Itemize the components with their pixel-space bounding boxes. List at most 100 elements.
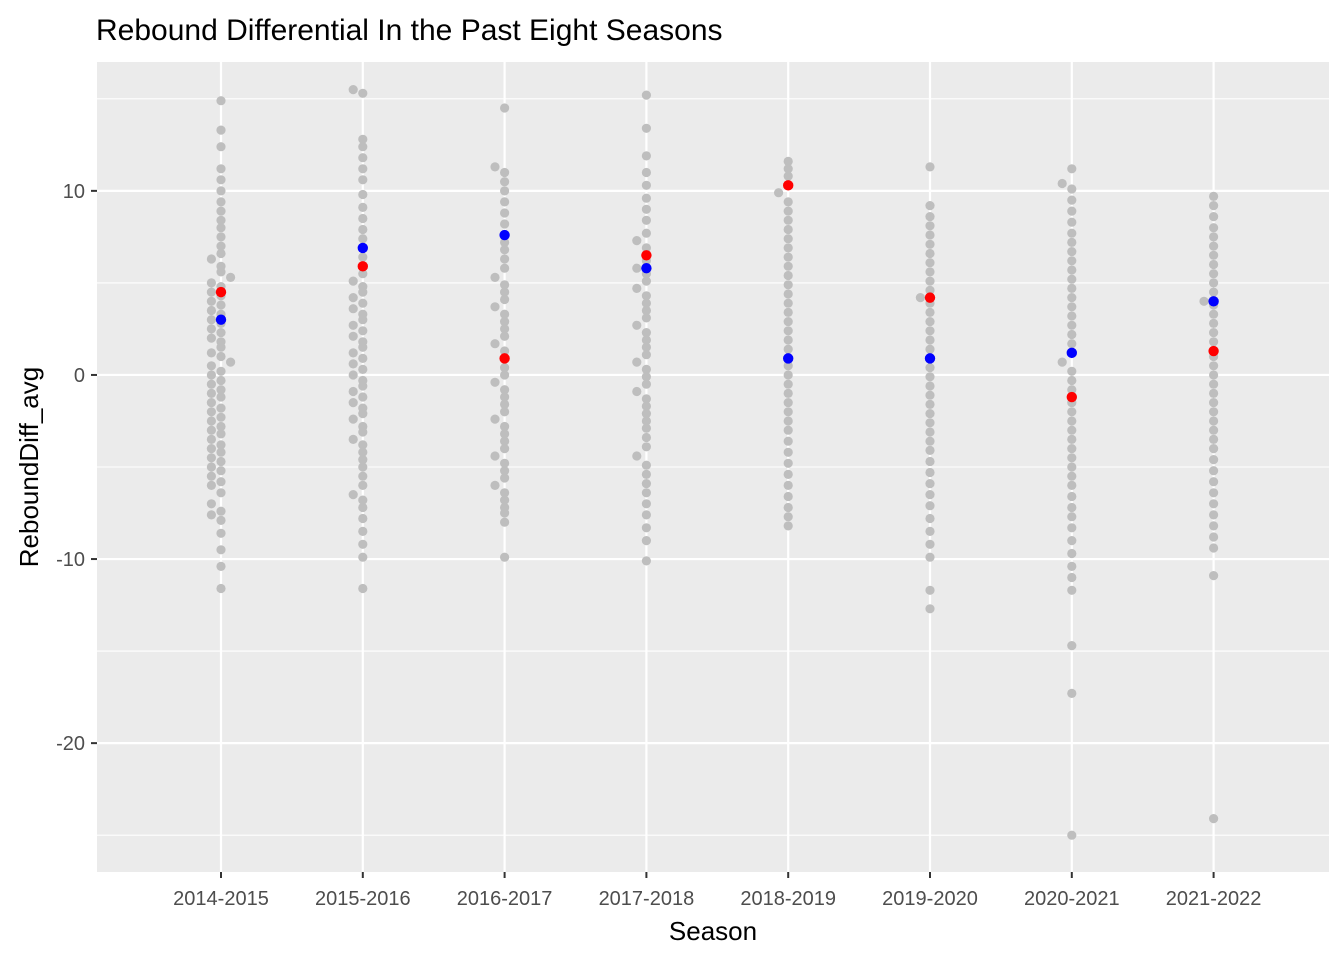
data-point <box>358 513 368 524</box>
data-point <box>500 466 510 476</box>
x-tick-label: 2015-2016 <box>315 888 411 910</box>
data-point <box>348 370 358 380</box>
data-point <box>1067 385 1077 395</box>
data-point <box>358 213 368 224</box>
data-point <box>1209 499 1219 509</box>
data-point <box>641 442 652 452</box>
data-point <box>641 167 652 178</box>
data-point <box>500 473 510 483</box>
data-point <box>925 418 935 428</box>
data-point <box>925 490 935 500</box>
data-point <box>206 480 216 490</box>
data-point <box>500 444 510 454</box>
data-point <box>641 228 652 238</box>
data-point <box>1209 543 1219 553</box>
data-point <box>1067 480 1077 490</box>
data-point <box>500 177 510 187</box>
data-point <box>915 293 926 303</box>
data-point <box>216 186 226 196</box>
data-point <box>1209 278 1219 288</box>
data-point <box>1067 228 1077 238</box>
data-point <box>216 561 226 572</box>
data-point <box>783 458 793 468</box>
data-point <box>641 123 652 133</box>
data-point <box>641 394 652 404</box>
data-point <box>1209 223 1219 233</box>
data-point <box>490 272 500 282</box>
y-tick-label: -10 <box>56 549 85 571</box>
data-point <box>783 197 793 207</box>
data-point <box>1057 357 1067 367</box>
data-point <box>348 359 358 369</box>
data-point <box>1209 477 1219 487</box>
highlight-point-blue <box>215 314 227 325</box>
highlight-point-red <box>1208 345 1219 357</box>
data-point <box>1067 329 1077 340</box>
data-point <box>216 125 226 135</box>
data-point <box>1209 398 1219 408</box>
data-point <box>500 363 510 373</box>
data-point <box>783 215 793 225</box>
data-point <box>358 447 368 457</box>
data-point <box>1209 241 1219 251</box>
y-axis-title: ReboundDiff_avg <box>14 367 44 567</box>
data-point <box>783 280 793 290</box>
data-point <box>1209 287 1219 297</box>
data-point <box>348 293 358 303</box>
data-point <box>783 307 793 317</box>
data-point <box>358 189 368 200</box>
data-point <box>774 188 784 198</box>
data-point <box>1209 259 1219 270</box>
data-point <box>500 237 510 247</box>
data-point <box>925 344 935 354</box>
highlight-point-blue <box>783 353 794 364</box>
data-point <box>925 317 935 327</box>
data-point <box>216 206 226 216</box>
data-point <box>358 583 368 594</box>
data-point <box>641 342 652 352</box>
data-point <box>348 304 358 314</box>
highlight-point-red <box>924 292 936 303</box>
data-point <box>1067 237 1077 247</box>
data-point <box>632 357 642 367</box>
data-point <box>641 523 652 533</box>
data-point <box>641 372 652 382</box>
data-point <box>783 252 793 262</box>
data-point <box>358 471 368 481</box>
data-point <box>1067 206 1077 216</box>
data-point <box>358 427 368 437</box>
data-point <box>641 499 652 509</box>
data-point <box>490 414 500 424</box>
data-point <box>783 335 793 345</box>
data-point <box>925 585 935 595</box>
data-point <box>783 416 793 426</box>
data-point <box>925 539 935 549</box>
data-point <box>1209 309 1219 319</box>
data-point <box>783 270 793 281</box>
data-point <box>216 403 226 413</box>
data-point <box>925 248 935 259</box>
data-point <box>348 434 358 444</box>
data-point <box>641 460 652 470</box>
data-point <box>358 153 368 163</box>
data-point <box>925 307 935 317</box>
data-point <box>490 451 500 461</box>
data-point <box>641 510 652 520</box>
data-point <box>1067 375 1077 386</box>
data-point <box>216 447 226 457</box>
data-point <box>1209 416 1219 426</box>
data-point <box>1209 510 1219 520</box>
data-point <box>206 462 216 472</box>
data-point <box>783 379 793 389</box>
data-point <box>641 488 652 498</box>
data-point <box>500 392 510 402</box>
data-point <box>783 317 793 327</box>
data-point <box>925 399 935 409</box>
data-point <box>500 421 510 432</box>
data-point <box>206 425 216 435</box>
data-point <box>641 479 652 489</box>
data-point <box>358 164 368 174</box>
data-point <box>1209 532 1219 542</box>
data-point <box>348 320 358 330</box>
data-point <box>925 479 935 489</box>
